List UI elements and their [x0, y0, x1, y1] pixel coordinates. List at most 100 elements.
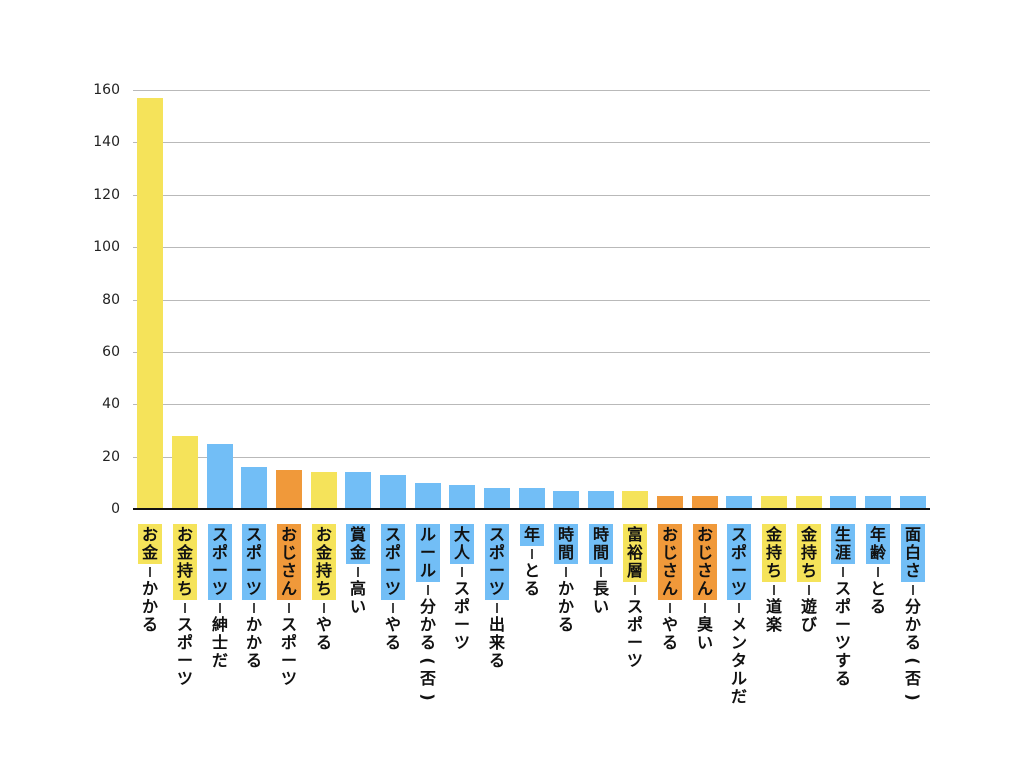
label-subject: ルール — [416, 524, 440, 582]
bar — [900, 496, 926, 509]
gridline — [133, 142, 930, 143]
x-tick-label: 面白さ分かる(否) — [896, 524, 930, 706]
label-predicate: 道楽 — [765, 597, 782, 634]
label-connector — [634, 585, 636, 595]
label-subject: お金持ち — [312, 524, 336, 600]
bar — [449, 485, 475, 509]
y-tick-label: 60 — [102, 344, 120, 360]
bar — [241, 467, 267, 509]
x-tick-label: おじさんやる — [653, 524, 687, 652]
y-tick-label: 20 — [102, 449, 120, 465]
label-subject: スポーツ — [242, 524, 266, 600]
label-predicate: スポーツ — [453, 579, 470, 652]
label-predicate: 遊び — [800, 597, 817, 634]
x-tick-label: おじさんスポーツ — [272, 524, 306, 688]
gridline — [133, 300, 930, 301]
label-predicate: スポーツ — [176, 615, 193, 688]
gridline — [133, 457, 930, 458]
gridline — [133, 247, 930, 248]
gridline — [133, 195, 930, 196]
label-predicate: とる — [523, 561, 540, 598]
y-tick-label: 0 — [111, 501, 120, 517]
label-connector — [461, 567, 463, 577]
x-tick-label: お金持ちやる — [307, 524, 341, 652]
bar — [345, 472, 371, 509]
label-predicate: かかる — [557, 579, 574, 634]
label-predicate: 分かる(否) — [904, 597, 923, 701]
y-tick-label: 140 — [93, 134, 120, 150]
x-tick-label: お金かかる — [133, 524, 167, 634]
x-tick-label: 時間長い — [584, 524, 618, 616]
gridline — [133, 352, 930, 353]
bar — [553, 491, 579, 509]
label-subject: おじさん — [658, 524, 682, 600]
label-subject: 年 — [520, 524, 544, 546]
bar — [865, 496, 891, 509]
x-tick-label: 富裕層スポーツ — [618, 524, 652, 670]
label-subject: スポーツ — [485, 524, 509, 600]
gridline — [133, 90, 930, 91]
x-tick-label: 時間かかる — [549, 524, 583, 634]
label-subject: 時間 — [589, 524, 613, 564]
label-connector — [531, 549, 533, 559]
y-tick-label: 120 — [93, 187, 120, 203]
label-predicate: 臭い — [696, 615, 713, 652]
label-predicate: 出来る — [488, 615, 505, 670]
label-connector — [288, 603, 290, 613]
label-subject: 年齢 — [866, 524, 890, 564]
label-predicate: 高い — [349, 579, 366, 616]
label-connector — [704, 603, 706, 613]
x-tick-label: 金持ち道楽 — [757, 524, 791, 634]
bar — [692, 496, 718, 509]
x-tick-label: スポーツメンタルだ — [722, 524, 756, 706]
label-subject: スポーツ — [381, 524, 405, 600]
x-tick-label: おじさん臭い — [688, 524, 722, 652]
label-subject: おじさん — [693, 524, 717, 600]
label-connector — [808, 585, 810, 595]
label-predicate: かかる — [245, 615, 262, 670]
bar — [830, 496, 856, 509]
label-predicate: やる — [661, 615, 678, 652]
bar — [796, 496, 822, 509]
label-connector — [669, 603, 671, 613]
label-connector — [219, 603, 221, 613]
x-tick-label: お金持ちスポーツ — [168, 524, 202, 688]
label-connector — [565, 567, 567, 577]
bar — [415, 483, 441, 509]
bar — [137, 98, 163, 509]
x-tick-label: 大人スポーツ — [445, 524, 479, 652]
y-tick-label: 100 — [93, 239, 120, 255]
label-connector — [600, 567, 602, 577]
label-subject: おじさん — [277, 524, 301, 600]
label-subject: 時間 — [554, 524, 578, 564]
label-predicate: やる — [315, 615, 332, 652]
label-predicate: スポーツする — [834, 579, 851, 688]
bar — [519, 488, 545, 509]
bar — [276, 470, 302, 509]
bar — [657, 496, 683, 509]
bar — [588, 491, 614, 509]
label-predicate: やる — [384, 615, 401, 652]
bar — [761, 496, 787, 509]
x-axis-line — [133, 508, 930, 510]
label-subject: 金持ち — [797, 524, 821, 582]
label-connector — [392, 603, 394, 613]
label-subject: お金持ち — [173, 524, 197, 600]
label-subject: 賞金 — [346, 524, 370, 564]
x-tick-label: 生涯スポーツする — [826, 524, 860, 688]
label-connector — [149, 567, 151, 577]
bar — [484, 488, 510, 509]
label-connector — [912, 585, 914, 595]
x-tick-label: 賞金高い — [341, 524, 375, 616]
label-predicate: 紳士だ — [211, 615, 228, 670]
label-predicate: 分かる(否) — [419, 597, 438, 701]
y-tick-label: 40 — [102, 396, 120, 412]
label-predicate: スポーツ — [280, 615, 297, 688]
y-tick-label: 80 — [102, 292, 120, 308]
label-subject: スポーツ — [208, 524, 232, 600]
label-subject: スポーツ — [727, 524, 751, 600]
label-subject: 大人 — [450, 524, 474, 564]
label-subject: 金持ち — [762, 524, 786, 582]
gridline — [133, 404, 930, 405]
